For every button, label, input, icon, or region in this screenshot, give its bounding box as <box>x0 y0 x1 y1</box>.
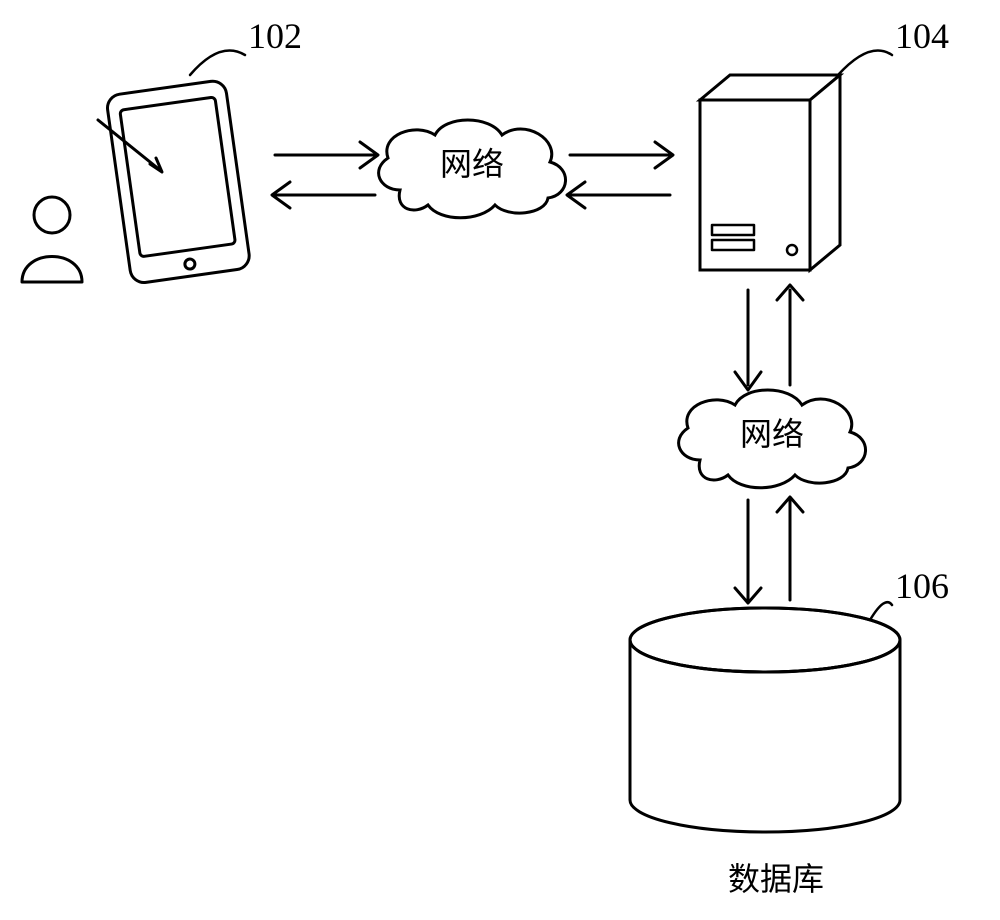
user-icon <box>22 197 82 282</box>
database-caption: 数据库 <box>728 861 824 897</box>
arrow-tablet-to-cloud <box>275 142 378 168</box>
arrow-cloud-side-to-server <box>735 290 761 390</box>
tablet-device: 102 <box>98 16 302 284</box>
arrow-cloud-to-server <box>570 142 673 168</box>
server-ref: 104 <box>895 16 949 56</box>
database-ref: 106 <box>895 566 949 606</box>
arrow-cloud-side-to-db <box>735 500 761 603</box>
arrow-db-to-cloud-side <box>777 497 803 600</box>
database-cylinder: 106 数据库 <box>630 566 949 897</box>
arrow-server-to-cloud <box>567 182 670 208</box>
network-label-top: 网络 <box>440 146 504 182</box>
arrow-cloud-to-tablet <box>272 182 375 208</box>
network-cloud-side: 网络 <box>679 390 866 488</box>
arrow-server-to-cloud-side <box>777 285 803 385</box>
network-cloud-top: 网络 <box>379 120 566 218</box>
tablet-ref: 102 <box>248 16 302 56</box>
server-tower: 104 <box>700 16 949 270</box>
network-label-side: 网络 <box>740 416 804 452</box>
